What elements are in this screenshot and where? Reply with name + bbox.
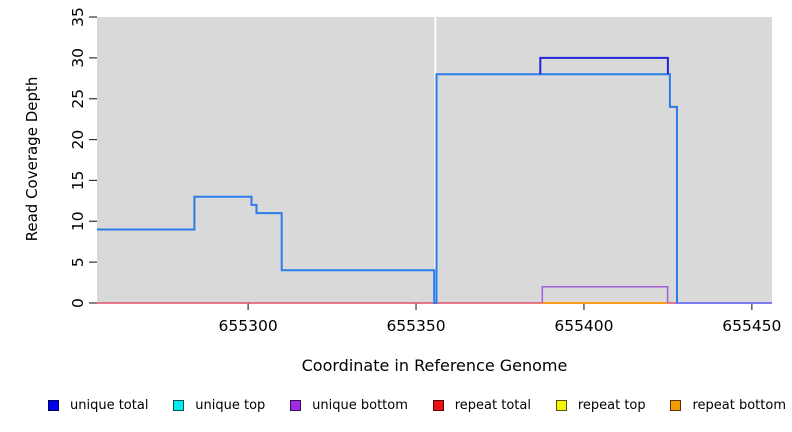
y-tick-label: 35 bbox=[69, 7, 87, 27]
y-tick-label: 0 bbox=[69, 298, 87, 308]
legend-item-unique-top: unique top bbox=[173, 398, 265, 413]
series-total-coverage bbox=[97, 73, 772, 304]
y-tick-label: 30 bbox=[69, 48, 87, 68]
legend-item-repeat-top: repeat top bbox=[555, 398, 646, 413]
legend-label: unique top bbox=[195, 398, 266, 413]
x-axis-label: Coordinate in Reference Genome bbox=[301, 356, 568, 375]
gap-region bbox=[434, 17, 437, 302]
repeat-total-swatch-icon bbox=[432, 400, 444, 411]
legend-label: unique total bbox=[70, 398, 149, 413]
y-tick-label: 10 bbox=[69, 211, 87, 231]
legend-label: repeat bottom bbox=[692, 398, 786, 413]
legend-item-repeat-bottom: repeat bottom bbox=[670, 398, 786, 413]
unique-top-swatch-icon bbox=[173, 400, 185, 411]
y-axis-label: Read Coverage Depth bbox=[23, 76, 41, 242]
legend-item-repeat-total: repeat total bbox=[432, 398, 531, 413]
legend-label: repeat total bbox=[454, 398, 531, 413]
y-tick-label: 25 bbox=[69, 89, 87, 109]
legend: unique total unique top unique bottom re… bbox=[48, 398, 786, 413]
repeat-bottom-swatch-icon bbox=[670, 400, 682, 411]
series-unique-total bbox=[539, 56, 669, 75]
y-tick-label: 5 bbox=[69, 257, 87, 267]
unique-total-swatch-icon bbox=[48, 400, 59, 411]
y-tick-label: 20 bbox=[69, 130, 87, 150]
coverage-chart: 655300 655350 655400 655450 0 5 10 15 20 25 30 35 bbox=[69, 7, 781, 335]
legend-label: unique bottom bbox=[312, 398, 408, 413]
legend-label: repeat top bbox=[577, 398, 646, 413]
repeat-top-swatch-icon bbox=[555, 400, 567, 411]
legend-item-unique-bottom: unique bottom bbox=[290, 398, 408, 413]
x-tick-label: 655350 bbox=[386, 317, 445, 335]
x-tick-label: 655300 bbox=[219, 317, 278, 335]
x-tick-label: 655400 bbox=[554, 317, 613, 335]
unique-bottom-swatch-icon bbox=[290, 400, 302, 411]
series-unique-bottom bbox=[541, 285, 669, 303]
x-tick-label: 655450 bbox=[722, 317, 781, 335]
y-tick-label: 15 bbox=[69, 171, 87, 191]
legend-item-unique-total: unique total bbox=[48, 398, 148, 413]
